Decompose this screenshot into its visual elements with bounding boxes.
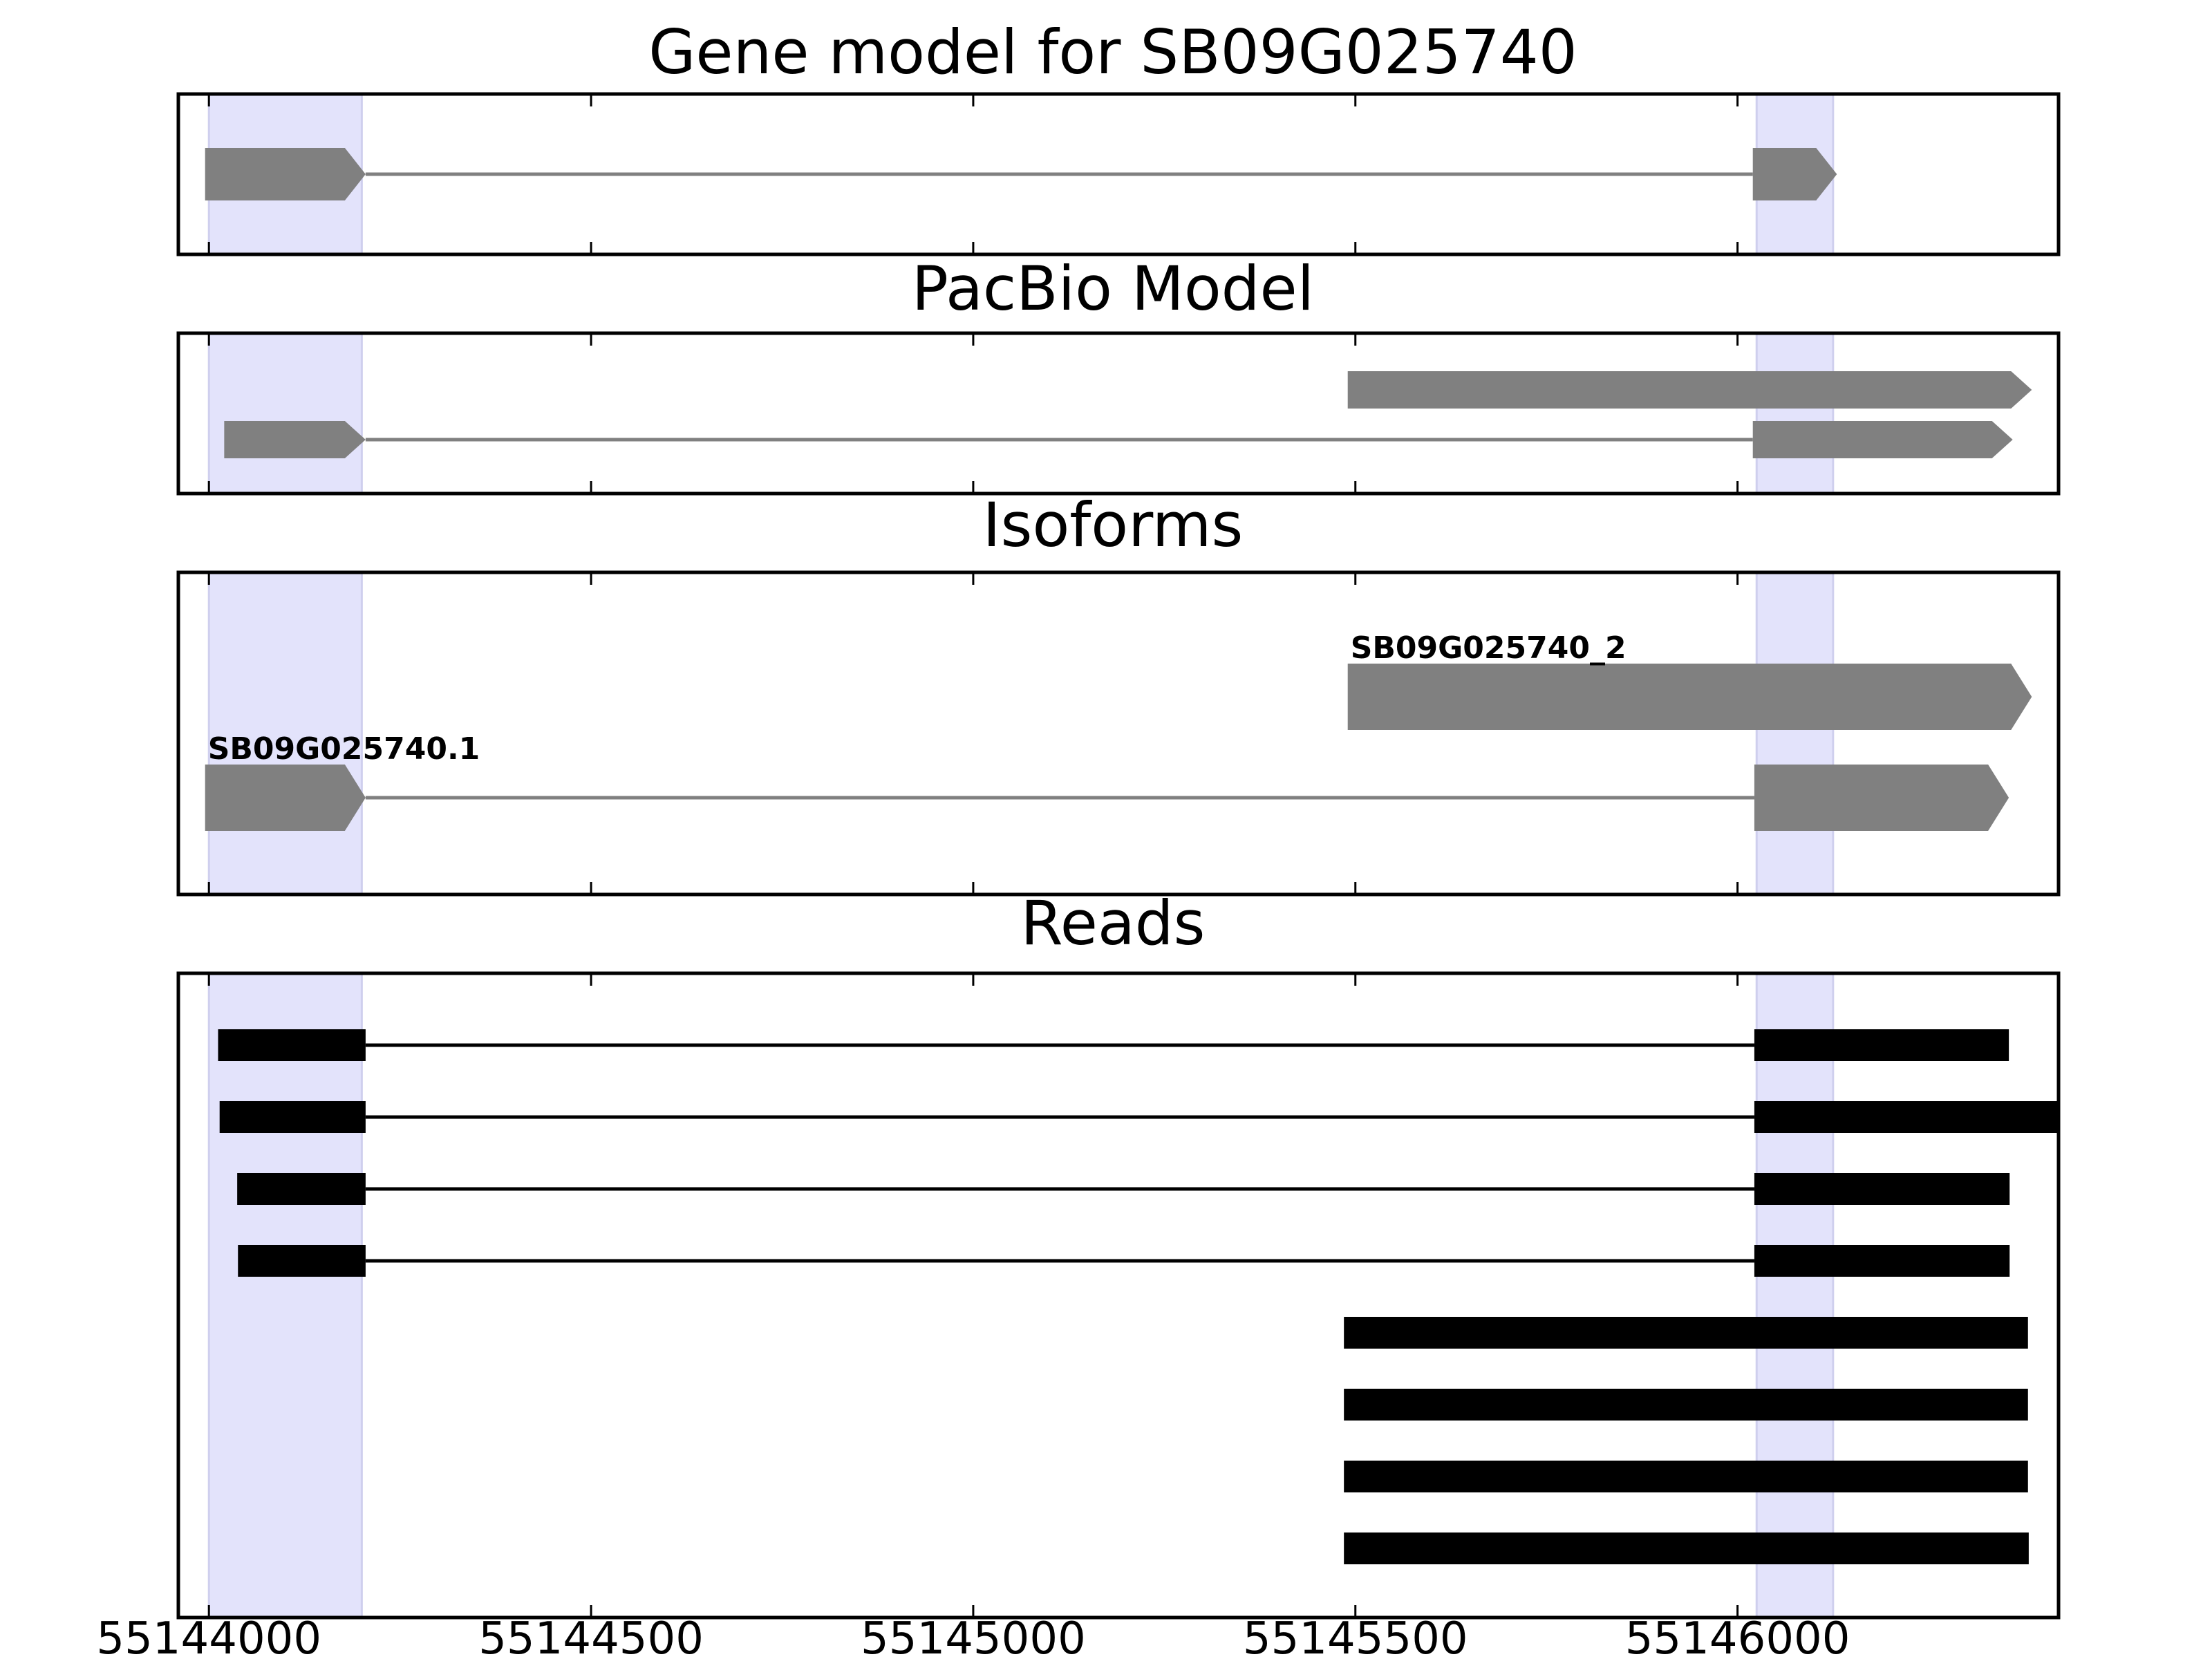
x-tick-label: 55145000 [861, 1613, 1086, 1659]
read-block [238, 1245, 366, 1277]
exon-block [1752, 421, 2013, 458]
panel-title-pacbio-model: PacBio Model [912, 253, 1314, 324]
exon-block [224, 421, 366, 458]
panel-plot-reads [176, 971, 2061, 1620]
read-block [219, 1101, 366, 1133]
plot-area [205, 94, 1837, 254]
plot-area [207, 333, 2032, 494]
isoform-label: SB09G025740_2 [1351, 630, 1627, 666]
read-block [1344, 1533, 2029, 1564]
read-block [237, 1173, 366, 1205]
panel-frame [176, 331, 2061, 496]
panel-title-reads: Reads [1021, 888, 1206, 959]
panel-frame [176, 92, 2061, 256]
highlight-region [207, 973, 363, 1618]
panel-plot-isoforms: SB09G025740_2 SB09G025740.1 [176, 570, 2061, 897]
x-tick-label: 55144000 [96, 1613, 321, 1659]
exon-block [1752, 148, 1837, 200]
x-tick-label: 55145500 [1243, 1613, 1468, 1659]
panel-title-gene-model: Gene model for SB09G025740 [648, 17, 1577, 88]
plot-area: SB09G025740_2 SB09G025740.1 [205, 572, 2032, 894]
panel-reads: Reads [176, 888, 2061, 1620]
read-block [1754, 1245, 2010, 1277]
isoform-label: SB09G025740.1 [208, 731, 480, 767]
exon-block [1754, 765, 2009, 831]
panel-frame [176, 570, 2061, 897]
panel-plot-gene-model [176, 92, 2061, 256]
plot-area [207, 973, 2059, 1618]
x-tick-label: 55144500 [478, 1613, 704, 1659]
highlight-region [1755, 973, 1835, 1618]
read-block [1344, 1389, 2028, 1421]
read-block [218, 1029, 366, 1061]
read-block [1754, 1029, 2009, 1061]
read-block [1344, 1317, 2028, 1349]
exon-block [1347, 371, 2032, 409]
exon-block [1347, 664, 2032, 730]
highlight-region [1755, 572, 1835, 894]
exon-block [205, 765, 366, 831]
panel-title-isoforms: Isoforms [983, 489, 1244, 561]
highlight-region [1755, 333, 1835, 494]
panel-plot-pacbio-model [176, 331, 2061, 496]
panel-isoforms: Isoforms SB09G025740_2 SB09G025740.1 [176, 489, 2061, 897]
panel-gene-model: Gene model for SB09G025740 [176, 17, 2061, 256]
panel-pacbio-model: PacBio Model [176, 253, 2061, 496]
x-axis-tick-labels: 55144000 55144500 55145000 55145500 5514… [96, 1613, 1850, 1659]
exon-block [205, 148, 366, 200]
x-tick-label: 55146000 [1625, 1613, 1850, 1659]
highlight-region [207, 333, 363, 494]
panel-frame [176, 971, 2061, 1620]
read-block [1754, 1101, 2059, 1133]
read-block [1754, 1173, 2010, 1205]
read-block [1344, 1461, 2028, 1492]
highlight-region [207, 572, 363, 894]
